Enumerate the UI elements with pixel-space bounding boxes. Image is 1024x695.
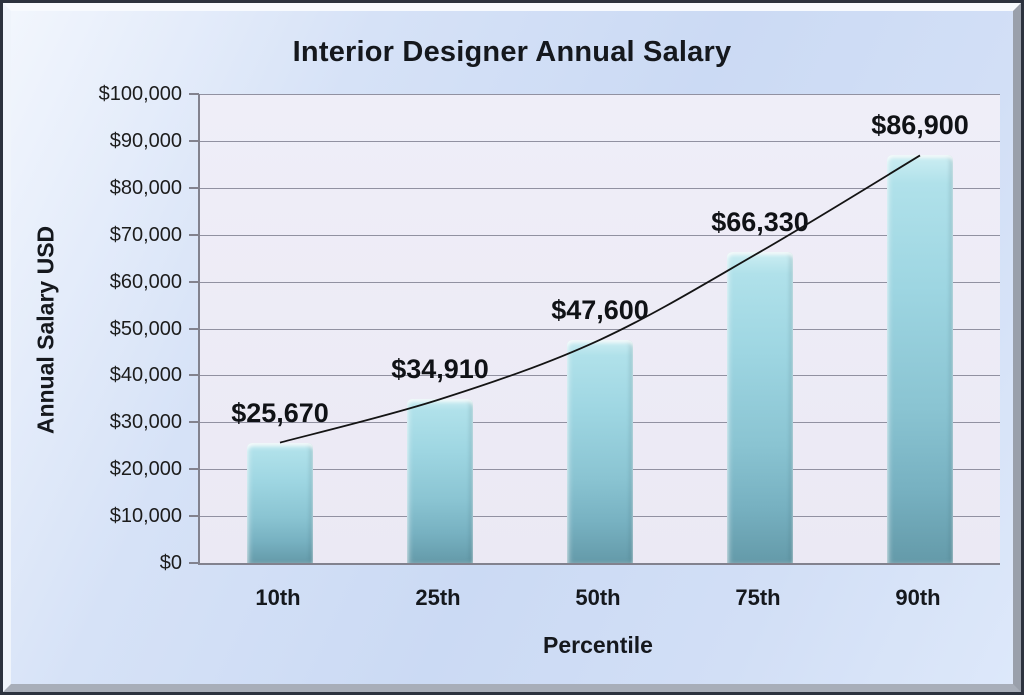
y-axis-labels: $100,000 $90,000 $80,000 $70,000 $60,000 $50,… (52, 83, 182, 574)
x-axis-label-25th: 25th (415, 585, 461, 610)
chart-title: Interior Designer Annual Salary (292, 36, 732, 68)
bar-50th (567, 339, 633, 563)
x-axis-label-10th: 10th (255, 585, 301, 610)
bar-value-label: $47,600 (551, 294, 649, 325)
x-axis-label-50th: 50th (575, 585, 621, 610)
y-axis-tick (189, 374, 199, 377)
bar-value-label: $34,910 (391, 354, 489, 385)
y-axis-label: $10,000 (109, 505, 182, 528)
x-axis-labels: 10th 25th 50th 75th 90th (198, 585, 998, 615)
bar-10th (247, 442, 313, 563)
y-axis-label: $70,000 (109, 223, 182, 246)
y-axis-label: $80,000 (109, 176, 182, 199)
y-axis-label: $60,000 (109, 270, 182, 293)
x-axis-title: Percentile (543, 632, 653, 658)
y-axis-tick (189, 515, 199, 518)
bar-value-label: $86,900 (871, 110, 969, 141)
y-axis-label: $20,000 (109, 458, 182, 481)
x-axis-label-90th: 90th (895, 585, 941, 610)
y-axis-label: $50,000 (109, 317, 182, 340)
y-axis-tick (189, 327, 199, 330)
y-axis-label: $40,000 (109, 364, 182, 387)
y-axis-tick (189, 562, 199, 564)
y-axis-tick (189, 421, 199, 424)
y-axis-label: $0 (159, 552, 182, 574)
gridline (200, 140, 1000, 142)
y-axis-tick (189, 233, 199, 236)
y-axis-tick (189, 280, 199, 283)
y-axis-tick (189, 93, 199, 95)
bar-value-label: $25,670 (231, 397, 329, 428)
y-axis-label: $30,000 (109, 411, 182, 434)
trend-line (279, 154, 921, 444)
y-axis-label: $90,000 (109, 129, 182, 152)
gridline (200, 187, 1000, 189)
y-axis-label: $100,000 (98, 83, 182, 105)
y-axis-tick (189, 186, 199, 189)
gridline (200, 281, 1000, 283)
bar-value-label: $66,330 (711, 206, 809, 237)
gridline (200, 94, 1000, 95)
trend-line-path (279, 154, 921, 444)
bar-75th (727, 251, 793, 563)
gridline (200, 328, 1000, 330)
bar-25th (407, 399, 473, 563)
plot-area: $25,670 $34,910 $47,600 $66,330 $86,900 (198, 94, 1000, 565)
bar-90th (887, 155, 953, 563)
gridline (200, 234, 1000, 236)
x-axis-label-75th: 75th (735, 585, 781, 610)
y-axis-tick (189, 468, 199, 471)
y-axis-tick (189, 139, 199, 142)
